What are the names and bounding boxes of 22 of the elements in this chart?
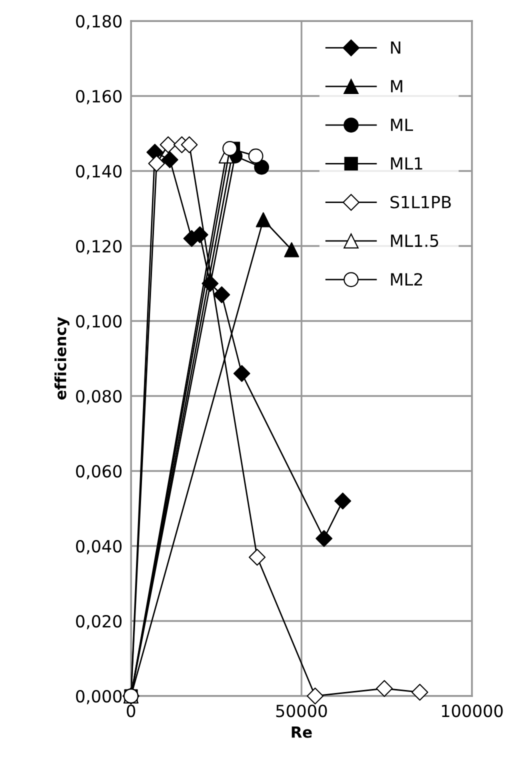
- x-tick-label: 50000: [276, 704, 327, 718]
- y-tick-label: 0,040: [76, 540, 122, 554]
- x-axis-title: Re: [292, 726, 312, 738]
- y-tick-label: 0,140: [76, 164, 122, 180]
- legend-label: N: [391, 42, 400, 54]
- legend-label: ML2: [391, 273, 422, 286]
- y-tick-label: 0,160: [76, 90, 122, 104]
- legend-label: ML1.5: [391, 234, 438, 248]
- y-tick-label: 0,020: [76, 614, 122, 630]
- legend-label: ML: [391, 118, 414, 131]
- x-tick-label: 0: [126, 704, 136, 718]
- legend-label: M: [391, 80, 402, 92]
- y-tick-label: 0,060: [76, 464, 122, 480]
- y-tick-label: 0,100: [76, 314, 122, 330]
- y-tick-label: 0,000: [76, 690, 122, 704]
- y-axis-title: efficiency: [54, 317, 70, 400]
- y-tick-label: 0,180: [76, 14, 122, 30]
- y-tick-label: 0,080: [76, 390, 122, 404]
- legend-label: ML1: [391, 157, 422, 170]
- y-tick-label: 0,120: [76, 240, 122, 254]
- x-tick-label: 100000: [442, 704, 503, 718]
- legend-label: S1L1PB: [390, 196, 451, 208]
